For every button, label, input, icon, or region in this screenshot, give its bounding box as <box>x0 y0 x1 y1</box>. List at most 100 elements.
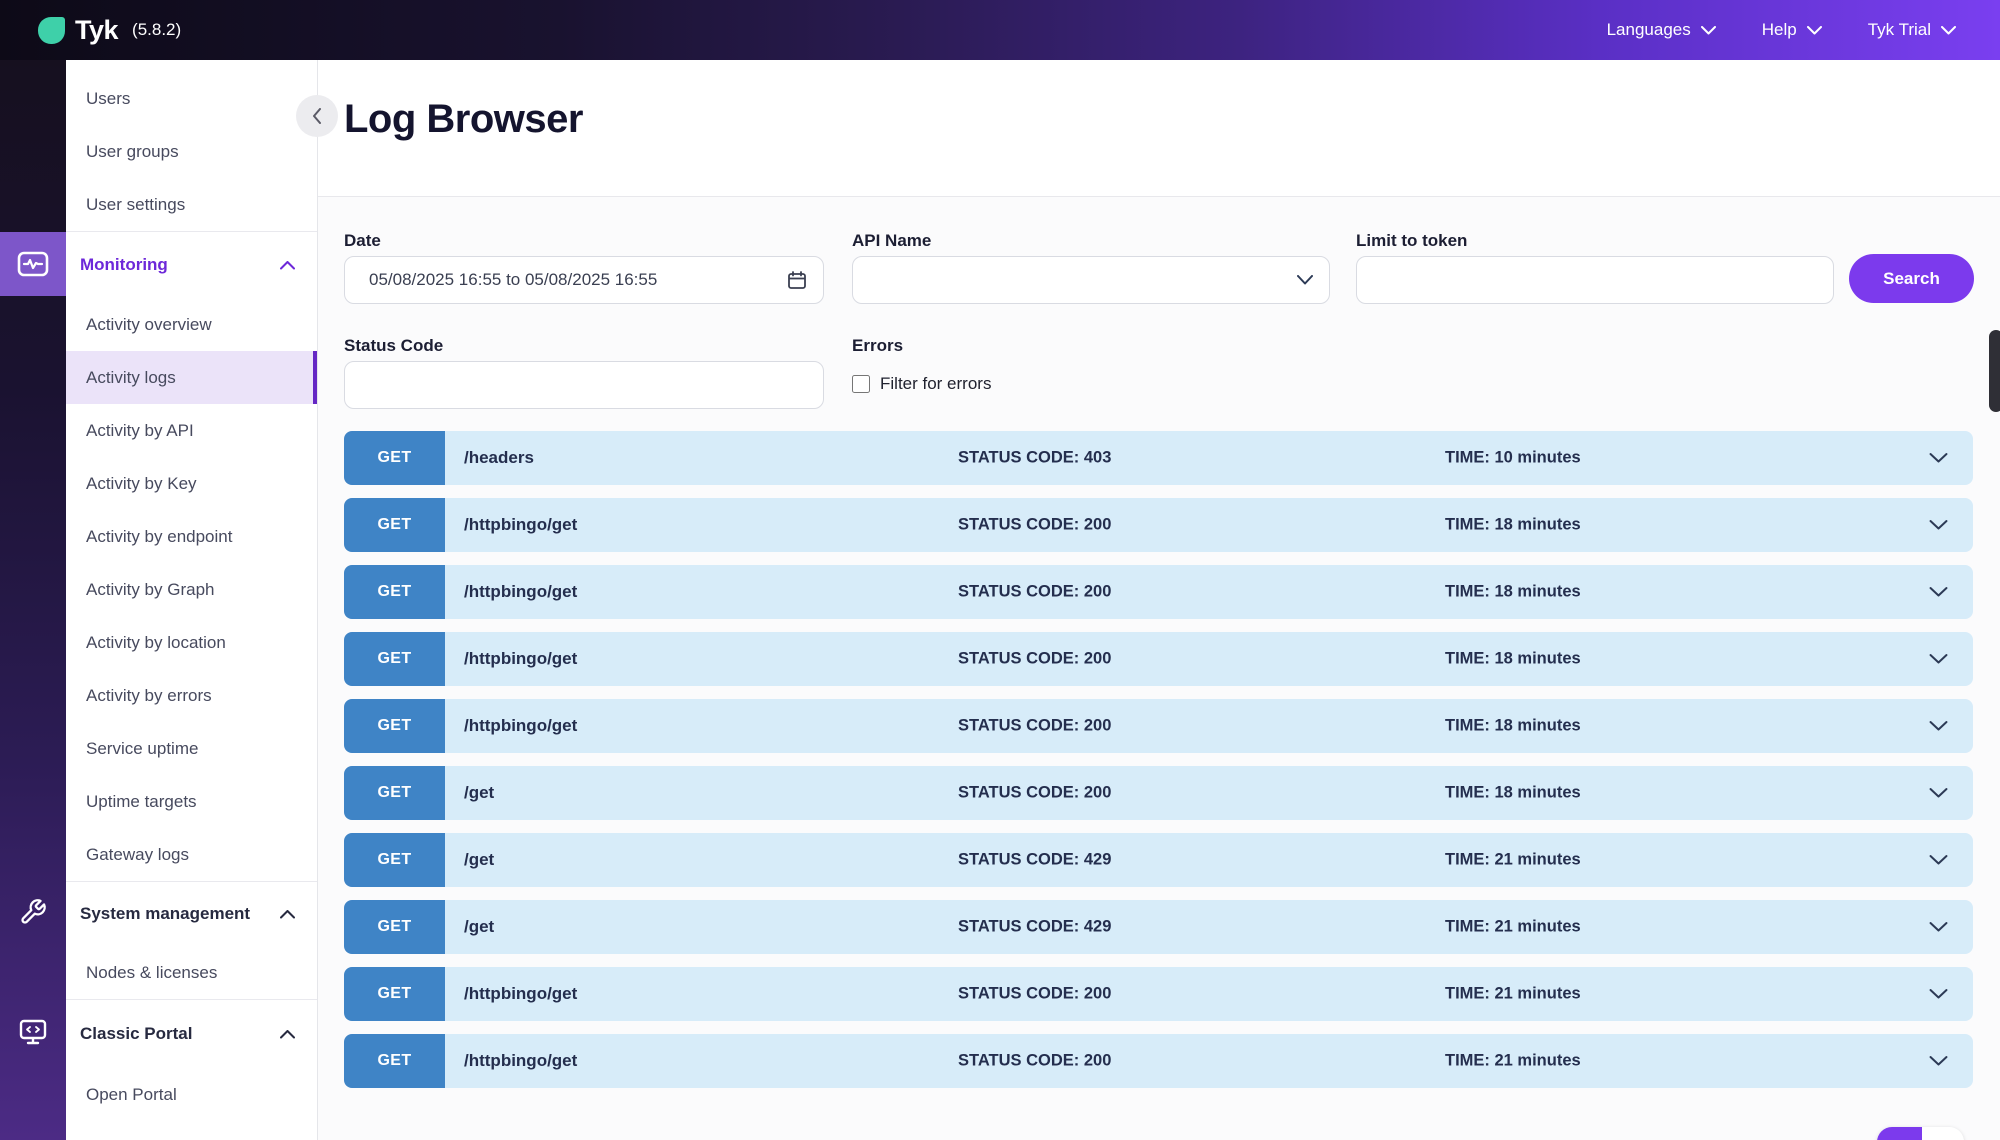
sidebar-collapse-button[interactable] <box>296 95 338 137</box>
chevron-down-icon <box>1700 25 1716 34</box>
sidebar-item[interactable]: User groups <box>66 125 317 178</box>
topbar-menu[interactable]: Tyk Trial <box>1868 20 1956 40</box>
status-code-input[interactable] <box>344 361 824 409</box>
sidebar-item[interactable]: Activity by errors <box>66 669 317 722</box>
log-path: /headers <box>464 448 534 467</box>
log-row-body[interactable]: /headers STATUS CODE: 403 TIME: 10 minut… <box>445 431 1973 485</box>
sidebar-item[interactable]: Users <box>66 72 317 125</box>
http-method-badge: GET <box>344 833 445 887</box>
chevron-down-icon[interactable] <box>1929 520 1948 531</box>
chevron-down-icon[interactable] <box>1929 453 1948 464</box>
chevron-down-icon[interactable] <box>1929 721 1948 732</box>
sidebar-item[interactable]: Activity by Key <box>66 457 317 510</box>
sidebar-item-label: User groups <box>86 141 179 161</box>
brand[interactable]: Tyk (5.8.2) <box>38 15 181 46</box>
sidebar-item[interactable]: Activity overview <box>66 298 317 351</box>
http-method-badge: GET <box>344 498 445 552</box>
chevron-down-icon[interactable] <box>1929 855 1948 866</box>
sidebar-item[interactable]: Activity logs <box>66 351 317 404</box>
log-row: GET /get STATUS CODE: 429 TIME: 21 minut… <box>344 833 1973 887</box>
sidebar-item[interactable]: Nodes & licenses <box>66 946 317 999</box>
sidebar-item-label: User settings <box>86 194 186 214</box>
sidebar-header-classic-portal[interactable]: Classic Portal <box>66 1000 317 1068</box>
sidebar-item[interactable]: Service uptime <box>66 722 317 775</box>
topbar: Tyk (5.8.2) Languages Help Tyk Trial <box>0 0 2000 60</box>
sidebar-group-monitoring: Monitoring Activity overview Activity lo… <box>66 231 317 881</box>
sidebar-item[interactable]: Activity by Graph <box>66 563 317 616</box>
sidebar-header-system-management[interactable]: System management <box>66 882 317 946</box>
sidebar-item-label: Uptime targets <box>86 791 197 811</box>
log-path: /get <box>464 850 495 869</box>
log-status-code: STATUS CODE: 200 <box>958 515 1112 534</box>
rail-item-system[interactable] <box>0 898 66 926</box>
filter-for-errors-checkbox[interactable] <box>852 375 870 393</box>
log-row-body[interactable]: /httpbingo/get STATUS CODE: 200 TIME: 18… <box>445 699 1973 753</box>
filter-for-errors-label[interactable]: Filter for errors <box>880 374 992 393</box>
rail-item-portal[interactable] <box>0 1018 66 1046</box>
http-method: GET <box>377 717 412 734</box>
sidebar-item[interactable]: Activity by location <box>66 616 317 669</box>
api-name-select[interactable] <box>852 256 1330 304</box>
log-row-body[interactable]: /get STATUS CODE: 200 TIME: 18 minutes <box>445 766 1973 820</box>
limit-to-token-input[interactable] <box>1356 256 1834 304</box>
log-status-code: STATUS CODE: 200 <box>958 783 1112 802</box>
chevron-down-icon[interactable] <box>1929 922 1948 933</box>
sidebar-item[interactable]: Activity by endpoint <box>66 510 317 563</box>
sidebar-item[interactable]: Uptime targets <box>66 775 317 828</box>
log-status-code: STATUS CODE: 403 <box>958 448 1112 467</box>
rail-item-monitoring[interactable] <box>0 232 66 296</box>
log-row-body[interactable]: /httpbingo/get STATUS CODE: 200 TIME: 21… <box>445 967 1973 1021</box>
log-path: /httpbingo/get <box>464 515 578 534</box>
log-row-body[interactable]: /get STATUS CODE: 429 TIME: 21 minutes <box>445 833 1973 887</box>
filter-for-errors-row: Filter for errors <box>852 374 991 394</box>
http-method: GET <box>377 918 412 935</box>
log-row: GET /httpbingo/get STATUS CODE: 200 TIME… <box>344 632 1973 686</box>
status-code-label: Status Code <box>344 336 444 355</box>
sidebar-item[interactable]: Open Portal <box>66 1068 317 1121</box>
search-button[interactable]: Search <box>1849 254 1974 303</box>
sidebar-header-label: Classic Portal <box>80 1024 193 1043</box>
chevron-down-icon <box>1941 25 1956 34</box>
log-row: GET /get STATUS CODE: 429 TIME: 21 minut… <box>344 900 1973 954</box>
monitoring-pulse-icon <box>17 251 49 277</box>
chevron-left-icon <box>313 108 321 124</box>
topbar-menu[interactable]: Languages <box>1607 20 1716 40</box>
sidebar-item[interactable]: Activity by API <box>66 404 317 457</box>
sidebar-item-label: Activity overview <box>86 314 212 334</box>
log-row: GET /httpbingo/get STATUS CODE: 200 TIME… <box>344 1034 1973 1088</box>
topbar-menu-label: Help <box>1761 20 1797 39</box>
topbar-menu[interactable]: Help <box>1762 20 1822 40</box>
log-path: /httpbingo/get <box>464 716 578 735</box>
http-method: GET <box>377 1052 412 1069</box>
sidebar-header-monitoring[interactable]: Monitoring <box>66 232 317 298</box>
date-range-input[interactable]: 05/08/2025 16:55 to 05/08/2025 16:55 <box>344 256 824 304</box>
http-method-badge: GET <box>344 431 445 485</box>
chevron-down-icon[interactable] <box>1929 587 1948 598</box>
sidebar-item-label: Gateway logs <box>86 844 189 864</box>
wrench-icon <box>21 899 46 924</box>
chevron-down-icon[interactable] <box>1929 989 1948 1000</box>
chevron-down-icon[interactable] <box>1929 654 1948 665</box>
chevron-down-icon[interactable] <box>1929 1056 1948 1067</box>
log-row-body[interactable]: /httpbingo/get STATUS CODE: 200 TIME: 21… <box>445 1034 1973 1088</box>
sidebar-item-label: Activity by errors <box>86 685 212 705</box>
log-row-body[interactable]: /httpbingo/get STATUS CODE: 200 TIME: 18… <box>445 498 1973 552</box>
log-row-body[interactable]: /get STATUS CODE: 429 TIME: 21 minutes <box>445 900 1973 954</box>
sidebar-item[interactable]: Gateway logs <box>66 828 317 881</box>
log-row: GET /headers STATUS CODE: 403 TIME: 10 m… <box>344 431 1973 485</box>
scrollbar-thumb[interactable] <box>1989 330 2000 412</box>
log-row-body[interactable]: /httpbingo/get STATUS CODE: 200 TIME: 18… <box>445 632 1973 686</box>
log-row-body[interactable]: /httpbingo/get STATUS CODE: 200 TIME: 18… <box>445 565 1973 619</box>
log-time: TIME: 10 minutes <box>1445 448 1581 467</box>
chevron-down-icon <box>1297 275 1313 285</box>
chevron-down-icon[interactable] <box>1929 788 1948 799</box>
floating-widget-button[interactable] <box>1877 1127 1964 1140</box>
log-path: /httpbingo/get <box>464 984 578 1003</box>
log-row: GET /httpbingo/get STATUS CODE: 200 TIME… <box>344 699 1973 753</box>
calendar-icon[interactable] <box>787 270 807 290</box>
divider <box>318 196 2000 197</box>
http-method-badge: GET <box>344 967 445 1021</box>
http-method: GET <box>377 985 412 1002</box>
log-time: TIME: 18 minutes <box>1445 649 1581 668</box>
sidebar-item[interactable]: User settings <box>66 178 317 231</box>
